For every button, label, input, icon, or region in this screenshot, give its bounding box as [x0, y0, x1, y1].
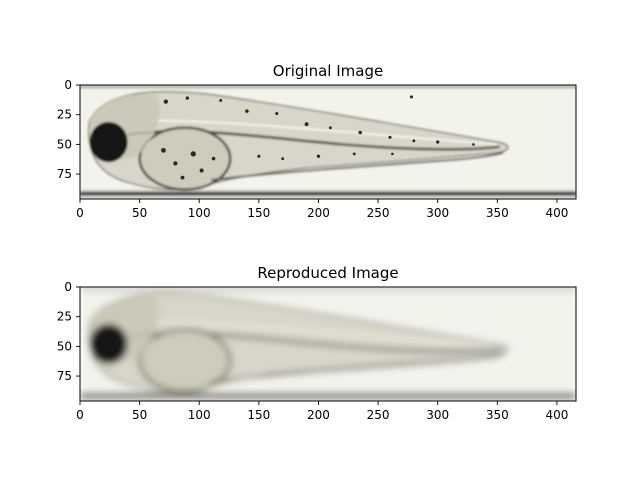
x-tick-label: 350	[486, 206, 509, 220]
y-tick-label: 0	[64, 280, 72, 294]
y-tick-label: 75	[57, 369, 72, 383]
y-tick-label: 25	[57, 310, 72, 324]
x-tick-label: 200	[307, 206, 330, 220]
y-tick-label: 50	[57, 339, 72, 353]
y-tick-label: 0	[64, 78, 72, 92]
x-tick-label: 50	[132, 206, 147, 220]
x-tick-label: 250	[367, 206, 390, 220]
x-tick-label: 400	[545, 206, 568, 220]
panel-title-original: Original Image	[273, 62, 383, 80]
panel-original: Original Image	[57, 62, 577, 220]
x-tick-label: 0	[76, 206, 84, 220]
y-tick-label: 50	[57, 137, 72, 151]
x-tick-label: 100	[188, 206, 211, 220]
axis-ticks-original: 0 50 100 150 200 250 300 350 400 0 25 50 75	[57, 78, 569, 220]
x-tick-label: 200	[307, 408, 330, 422]
axes-frame-reproduced	[79, 286, 577, 402]
y-tick-label: 25	[57, 108, 72, 122]
image-reproduced	[80, 287, 576, 401]
x-tick-label: 150	[247, 206, 270, 220]
x-tick-label: 400	[545, 408, 568, 422]
x-tick-label: 50	[132, 408, 147, 422]
x-tick-label: 300	[426, 408, 449, 422]
x-tick-label: 100	[188, 408, 211, 422]
y-tick-label: 75	[57, 167, 72, 181]
image-original	[80, 85, 576, 199]
panel-title-reproduced: Reproduced Image	[257, 264, 398, 282]
axes-frame-original	[79, 84, 577, 200]
axis-ticks-reproduced: 0 50 100 150 200 250 300 350 400 0 25 50 75	[57, 280, 569, 422]
x-tick-label: 300	[426, 206, 449, 220]
x-tick-label: 250	[367, 408, 390, 422]
x-tick-label: 350	[486, 408, 509, 422]
x-tick-label: 150	[247, 408, 270, 422]
x-tick-label: 0	[76, 408, 84, 422]
panel-reproduced: Reproduced Image 0 50 100 150 200 250 300 350 40…	[57, 264, 577, 422]
